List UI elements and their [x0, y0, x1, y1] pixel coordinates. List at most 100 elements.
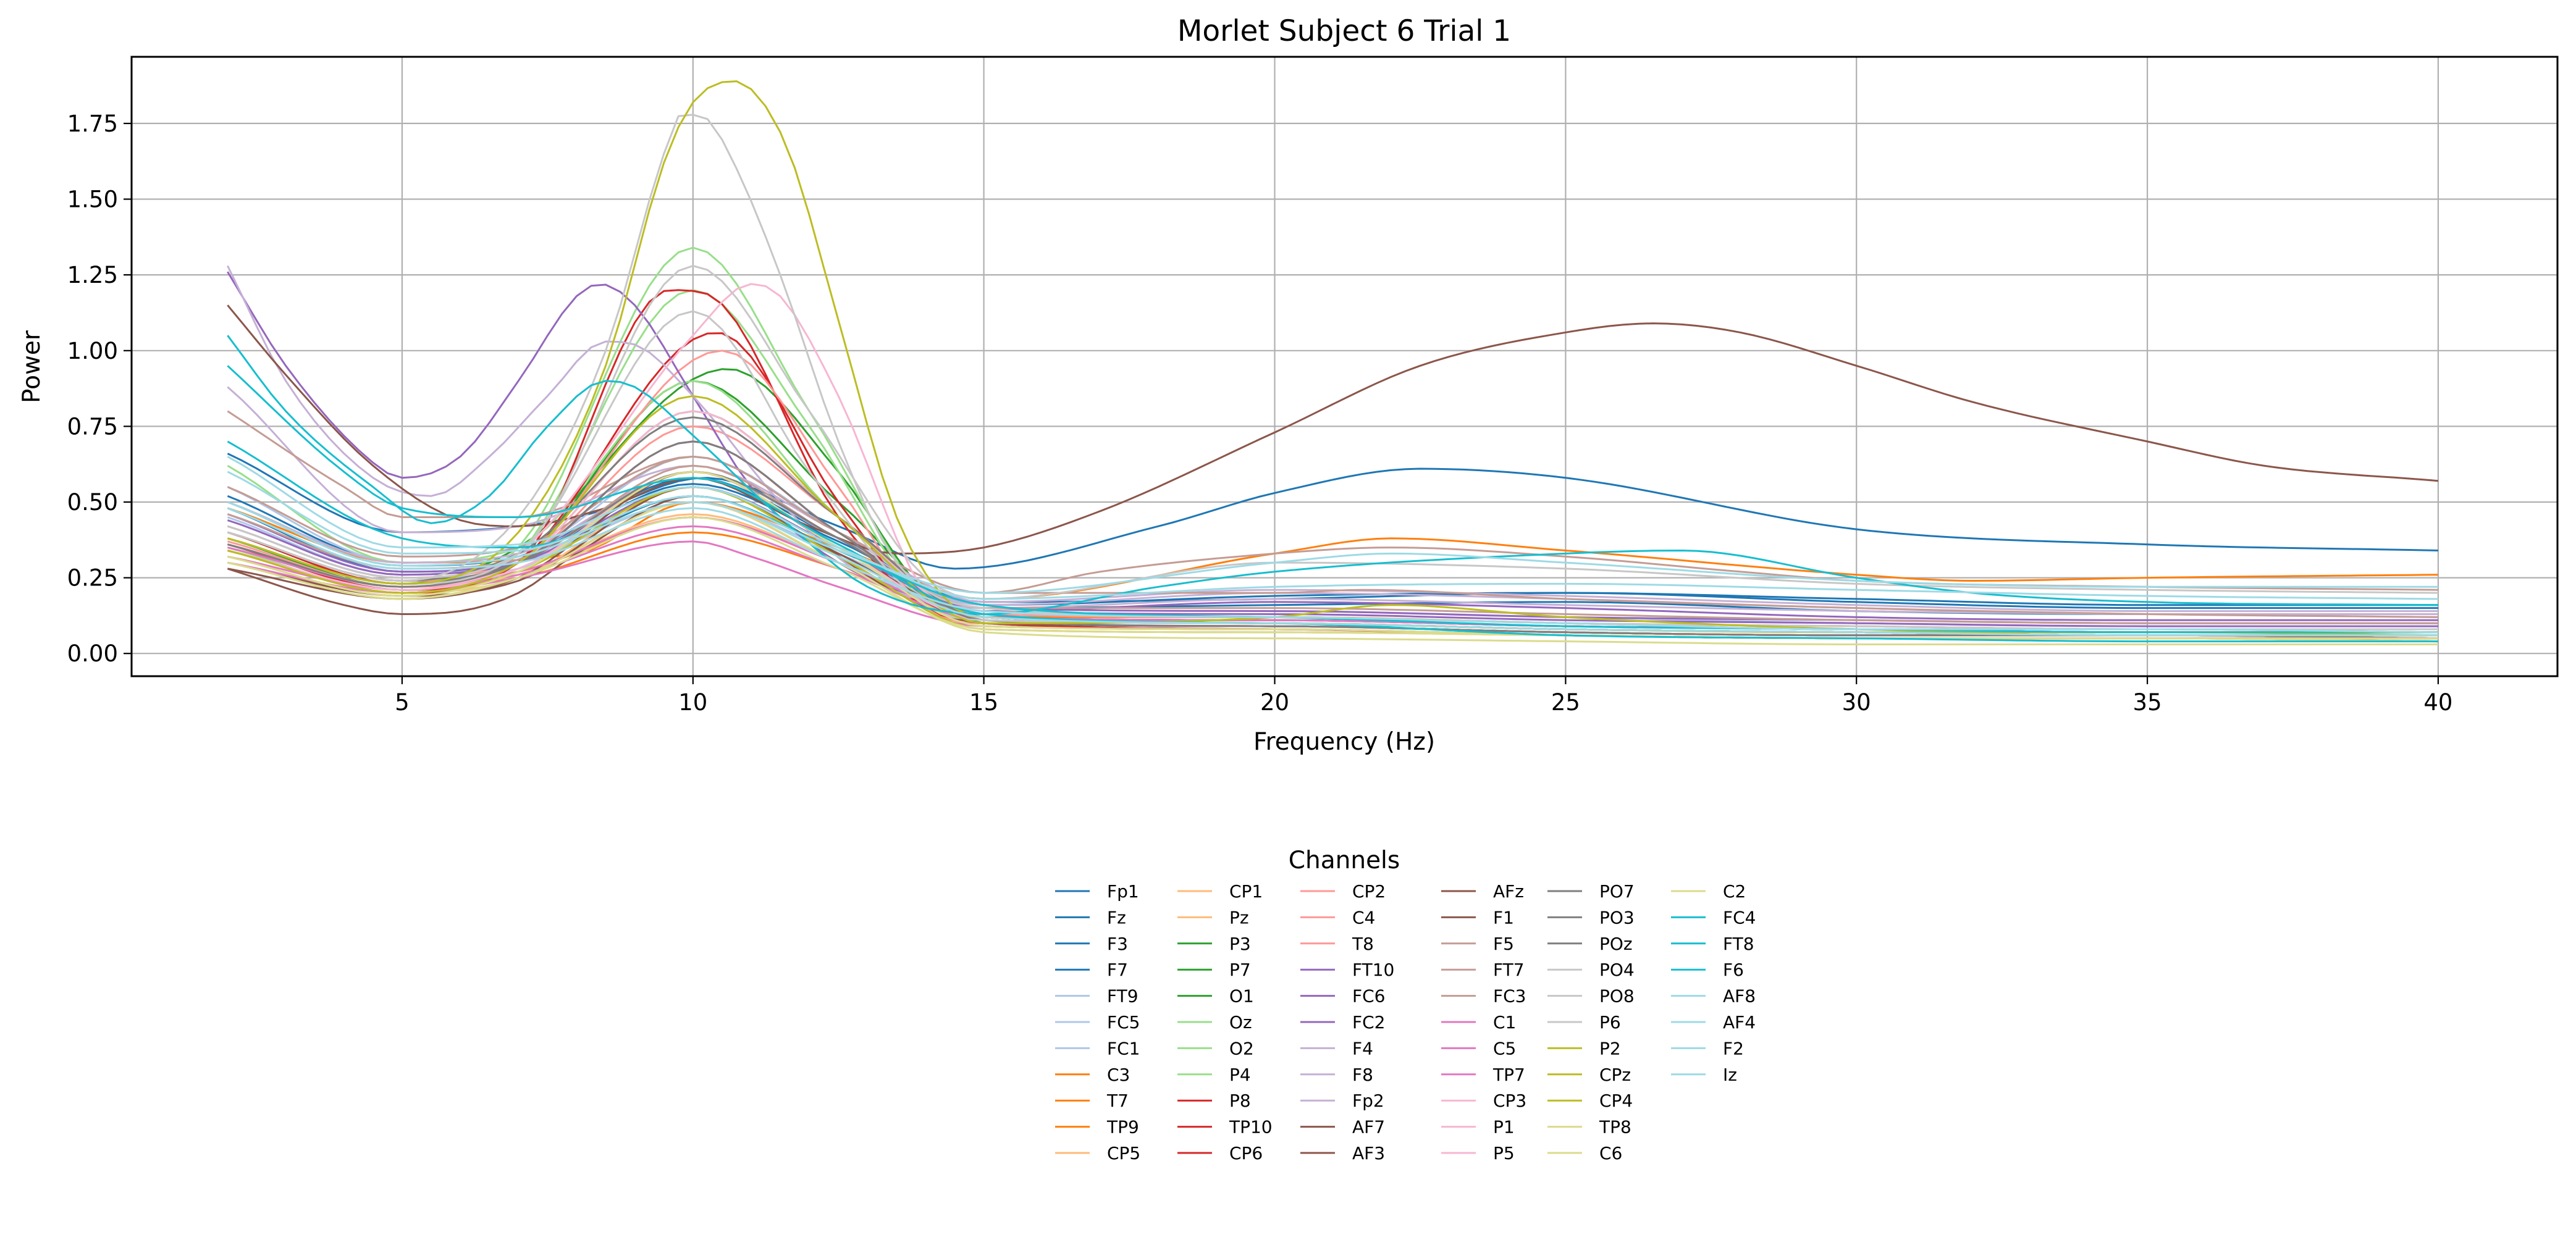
legend-item: P3	[1177, 934, 1251, 954]
legend-item: AF7	[1300, 1117, 1385, 1137]
legend-label: CP5	[1107, 1143, 1140, 1163]
legend-label: CP4	[1599, 1091, 1633, 1111]
legend-label: O2	[1229, 1038, 1254, 1058]
series-line-Iz	[227, 507, 2438, 634]
legend-item: Fz	[1055, 907, 1126, 928]
legend-item: AF3	[1300, 1143, 1385, 1163]
legend-item: F3	[1055, 934, 1128, 954]
y-tick-label: 1.50	[67, 186, 118, 213]
legend-item: FT10	[1300, 960, 1394, 980]
legend-item: FC3	[1441, 986, 1526, 1007]
legend-item: AFz	[1441, 881, 1524, 902]
legend-item: T7	[1055, 1091, 1129, 1111]
legend-label: FC6	[1352, 986, 1385, 1007]
legend-item: P1	[1441, 1117, 1515, 1137]
legend-item: Oz	[1177, 1012, 1252, 1033]
legend-label: F1	[1493, 907, 1514, 928]
x-tick-label: 15	[969, 689, 998, 716]
legend-label: Fp1	[1107, 881, 1139, 902]
legend-label: C4	[1352, 907, 1375, 928]
legend-label: AFz	[1493, 881, 1524, 902]
legend-item: P7	[1177, 960, 1251, 980]
series-line-AF4	[227, 471, 2438, 594]
legend-label: CP3	[1493, 1091, 1526, 1111]
legend-item: AF8	[1671, 986, 1756, 1007]
axis-ticks: 5 10 15 20 25 30 35 40 0.00 0.25 0.50 0.75 1.00 1.25 1…	[67, 111, 2453, 716]
y-tick-label: 0.00	[67, 640, 118, 667]
legend-label: FT9	[1107, 986, 1139, 1007]
y-tick-label: 0.25	[67, 565, 118, 592]
legend-item: F7	[1055, 960, 1128, 980]
legend-label: FC2	[1352, 1012, 1385, 1033]
legend-label: PO3	[1599, 907, 1635, 928]
legend-label: P8	[1229, 1091, 1251, 1111]
legend-item: CP4	[1547, 1091, 1633, 1111]
y-tick-label: 1.75	[67, 111, 118, 137]
legend-label: CP1	[1229, 881, 1263, 902]
legend-item: TP7	[1441, 1065, 1525, 1085]
legend-label: POz	[1599, 934, 1633, 954]
legend-label: C1	[1493, 1012, 1516, 1033]
legend-item: P6	[1547, 1012, 1621, 1033]
legend-item: C4	[1300, 907, 1375, 928]
legend-item: O2	[1177, 1038, 1254, 1058]
y-tick-label: 0.50	[67, 489, 118, 516]
legend-item: AF4	[1671, 1012, 1756, 1033]
series-line-Oz	[227, 246, 2438, 640]
series-line-FC4	[227, 335, 2438, 615]
legend-item: TP8	[1547, 1117, 1631, 1137]
series-line-PO8	[227, 264, 2438, 600]
legend-item: P8	[1177, 1091, 1251, 1111]
legend-label: C5	[1493, 1038, 1516, 1058]
legend-item: POz	[1547, 934, 1633, 954]
legend-label: FT10	[1352, 960, 1394, 980]
legend-item: P2	[1547, 1038, 1621, 1058]
legend-label: F6	[1723, 960, 1744, 980]
legend-item: CP5	[1055, 1143, 1140, 1163]
legend-label: Pz	[1229, 907, 1249, 928]
series-line-F5	[227, 410, 2438, 618]
series-line-AF8	[227, 456, 2438, 600]
legend-label: Fz	[1107, 907, 1126, 928]
legend-item: TP9	[1055, 1117, 1139, 1137]
legend-item: PO3	[1547, 907, 1635, 928]
legend-title: Channels	[1289, 847, 1400, 874]
legend-item: CP3	[1441, 1091, 1526, 1111]
x-tick-label: 30	[1842, 689, 1871, 716]
y-tick-label: 1.25	[67, 262, 118, 288]
legend-label: C3	[1107, 1065, 1130, 1085]
legend-label: FC1	[1107, 1038, 1140, 1058]
legend-item: FT7	[1441, 960, 1525, 980]
legend-item: P4	[1177, 1065, 1251, 1085]
legend-label: Oz	[1229, 1012, 1252, 1033]
x-tick-label: 40	[2423, 689, 2452, 716]
legend-item: C6	[1547, 1143, 1622, 1163]
y-tick-label: 1.00	[67, 338, 118, 364]
x-tick-label: 20	[1260, 689, 1289, 716]
legend-label: AF8	[1723, 986, 1756, 1007]
y-axis-label: Power	[18, 330, 46, 403]
legend-item: FC5	[1055, 1012, 1140, 1033]
legend-label: FC5	[1107, 1012, 1140, 1033]
legend-label: T8	[1352, 934, 1374, 954]
legend-item: FC6	[1300, 986, 1385, 1007]
legend-item: Pz	[1177, 907, 1249, 928]
series-line-FC3	[227, 464, 2438, 624]
legend-item: FT9	[1055, 986, 1139, 1007]
legend-label: TP9	[1106, 1117, 1139, 1137]
legend-item: PO7	[1547, 881, 1635, 902]
plot-frame	[130, 56, 2559, 677]
legend-label: O1	[1229, 986, 1254, 1007]
legend-label: P4	[1229, 1065, 1251, 1085]
legend-label: TP10	[1229, 1117, 1273, 1137]
series-line-FC6	[227, 271, 2438, 624]
legend-label: FT8	[1723, 934, 1754, 954]
x-tick-label: 25	[1551, 689, 1580, 716]
legend-label: TP7	[1492, 1065, 1525, 1085]
y-tick-label: 0.75	[67, 413, 118, 440]
series-line-F3	[227, 453, 2438, 570]
legend-label: FC4	[1723, 907, 1756, 928]
legend-label: CPz	[1599, 1065, 1631, 1085]
